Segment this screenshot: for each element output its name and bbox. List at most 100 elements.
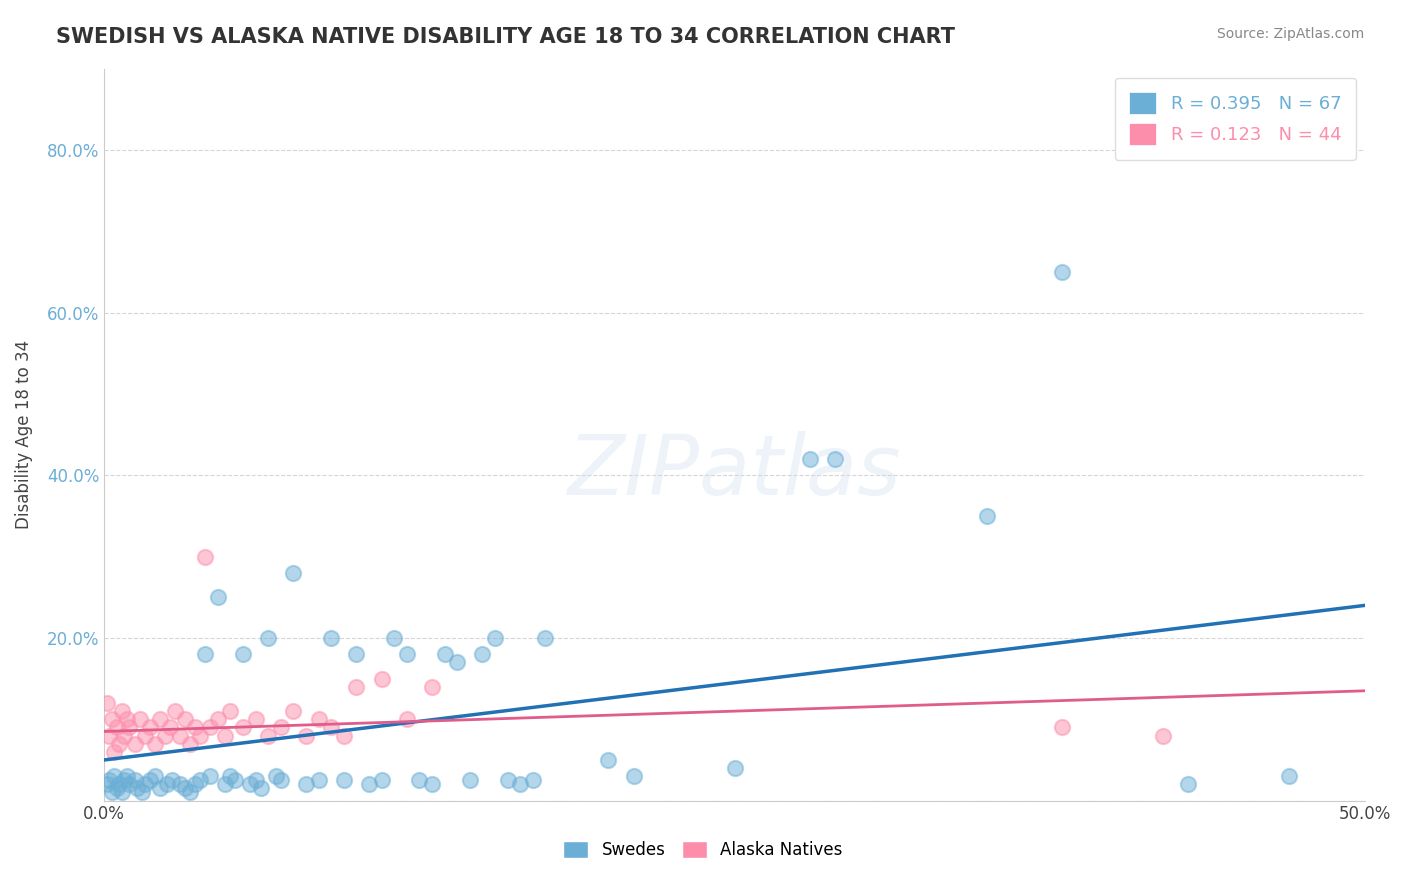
Point: [108, 777, 131, 791]
Point: [105, 781, 128, 796]
Point: [446, 656, 468, 670]
Point: [308, 712, 330, 726]
Point: [1052, 720, 1074, 734]
Point: [169, 777, 191, 791]
Point: [112, 729, 135, 743]
Point: [1152, 729, 1174, 743]
Point: [370, 773, 392, 788]
Point: [105, 720, 128, 734]
Point: [370, 672, 392, 686]
Point: [207, 591, 229, 605]
Point: [420, 680, 443, 694]
Point: [214, 777, 236, 791]
Point: [174, 712, 197, 726]
Point: [799, 452, 821, 467]
Point: [321, 720, 343, 734]
Legend: Swedes, Alaska Natives: Swedes, Alaska Natives: [557, 834, 849, 866]
Point: [395, 712, 418, 726]
Point: [108, 737, 131, 751]
Point: [134, 777, 156, 791]
Point: [118, 777, 141, 791]
Point: [124, 737, 146, 751]
Point: [188, 729, 211, 743]
Point: [103, 745, 125, 759]
Point: [103, 769, 125, 783]
Y-axis label: Disability Age 18 to 34: Disability Age 18 to 34: [15, 340, 32, 529]
Point: [723, 761, 745, 775]
Point: [138, 773, 160, 788]
Point: [159, 720, 181, 734]
Point: [214, 729, 236, 743]
Point: [249, 781, 271, 796]
Point: [156, 777, 179, 791]
Point: [194, 549, 217, 564]
Point: [1278, 769, 1301, 783]
Point: [98, 773, 121, 788]
Point: [344, 647, 367, 661]
Point: [332, 773, 354, 788]
Point: [264, 769, 287, 783]
Point: [149, 712, 172, 726]
Point: [245, 712, 267, 726]
Point: [232, 720, 254, 734]
Point: [143, 737, 166, 751]
Point: [509, 777, 531, 791]
Legend: R = 0.395   N = 67, R = 0.123   N = 44: R = 0.395 N = 67, R = 0.123 N = 44: [1115, 78, 1355, 160]
Point: [163, 704, 186, 718]
Point: [96, 696, 118, 710]
Point: [138, 720, 160, 734]
Point: [96, 777, 118, 791]
Point: [111, 704, 134, 718]
Point: [382, 631, 405, 645]
Point: [128, 712, 150, 726]
Point: [1177, 777, 1199, 791]
Point: [332, 729, 354, 743]
Point: [224, 773, 246, 788]
Point: [124, 773, 146, 788]
Point: [162, 773, 184, 788]
Point: [131, 785, 153, 799]
Point: [118, 720, 141, 734]
Point: [471, 647, 494, 661]
Point: [283, 704, 305, 718]
Point: [484, 631, 506, 645]
Point: [623, 769, 645, 783]
Point: [395, 647, 418, 661]
Point: [534, 631, 557, 645]
Point: [98, 729, 121, 743]
Point: [207, 712, 229, 726]
Point: [976, 508, 998, 523]
Point: [433, 647, 456, 661]
Point: [824, 452, 846, 467]
Point: [344, 680, 367, 694]
Point: [245, 773, 267, 788]
Point: [458, 773, 481, 788]
Point: [179, 785, 201, 799]
Point: [420, 777, 443, 791]
Point: [1052, 265, 1074, 279]
Point: [219, 704, 242, 718]
Point: [101, 785, 124, 799]
Point: [125, 781, 148, 796]
Point: [295, 777, 318, 791]
Point: [188, 773, 211, 788]
Point: [598, 753, 620, 767]
Point: [198, 720, 221, 734]
Point: [522, 773, 544, 788]
Text: ZIPatlas: ZIPatlas: [568, 431, 901, 512]
Point: [232, 647, 254, 661]
Point: [257, 631, 280, 645]
Point: [408, 773, 430, 788]
Point: [198, 769, 221, 783]
Text: SWEDISH VS ALASKA NATIVE DISABILITY AGE 18 TO 34 CORRELATION CHART: SWEDISH VS ALASKA NATIVE DISABILITY AGE …: [56, 27, 955, 46]
Point: [270, 773, 292, 788]
Point: [194, 647, 217, 661]
Point: [239, 777, 262, 791]
Point: [184, 720, 207, 734]
Point: [184, 777, 207, 791]
Point: [115, 712, 138, 726]
Point: [219, 769, 242, 783]
Point: [321, 631, 343, 645]
Point: [143, 769, 166, 783]
Point: [112, 773, 135, 788]
